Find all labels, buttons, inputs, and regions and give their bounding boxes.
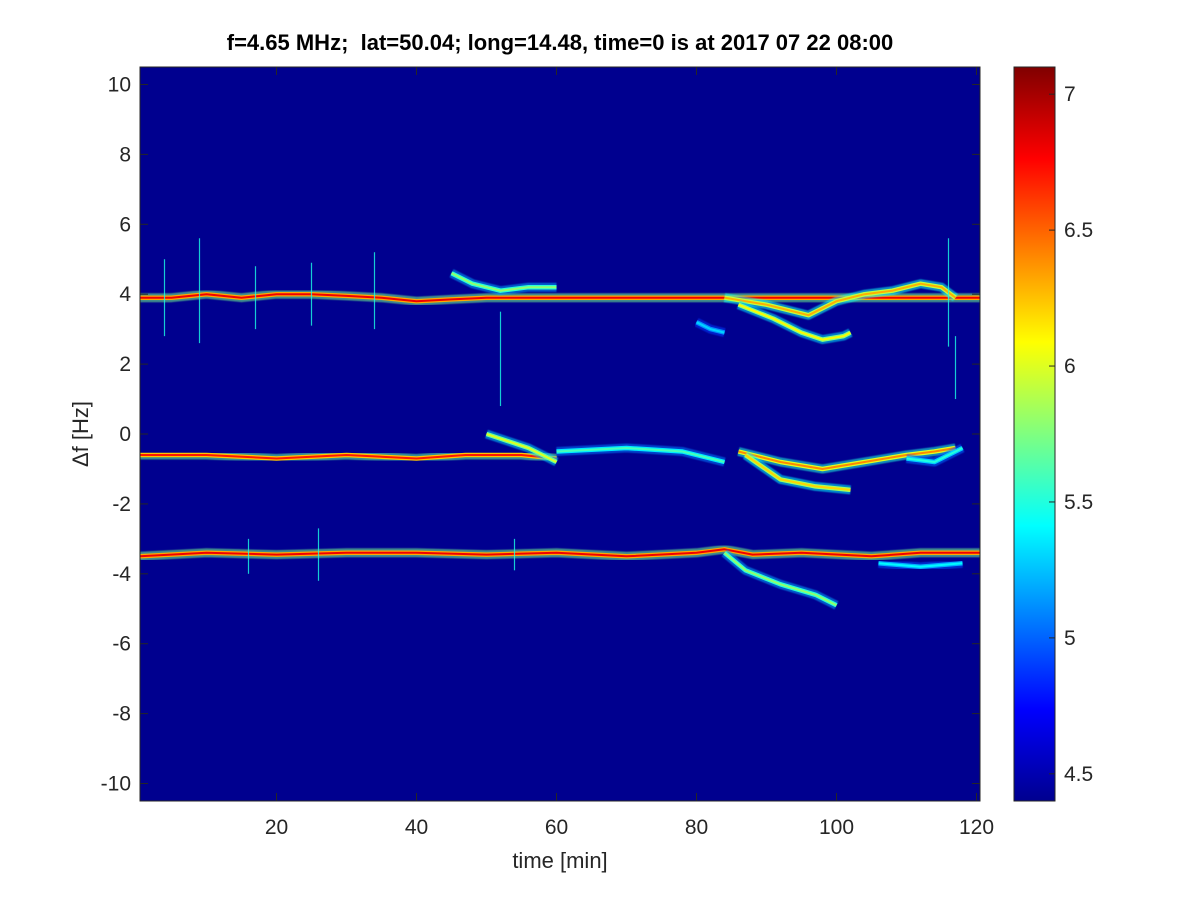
trace-11	[139, 544, 980, 561]
x-tick-label: 120	[959, 816, 994, 839]
y-tick-label: -2	[112, 493, 131, 516]
colorbar-tick-label: 5	[1064, 627, 1076, 650]
x-tick-label: 60	[545, 816, 568, 839]
trace-13	[878, 558, 963, 572]
colorbar-tick-label: 7	[1064, 83, 1076, 106]
trace-core	[451, 272, 557, 292]
x-tick-label: 40	[405, 816, 428, 839]
colorbar-tick-label: 5.5	[1064, 491, 1093, 514]
trace-core	[906, 447, 963, 463]
x-axis: 20 40 60 80 100 120	[265, 67, 994, 839]
colorbar-axis: 4.5 5 5.5 6 6.5 7	[1049, 83, 1093, 786]
trace-core	[723, 552, 837, 607]
y-tick-label: -4	[112, 563, 131, 586]
y-tick-label: 0	[119, 423, 131, 446]
plot-area	[140, 67, 980, 801]
y-axis: 10 8 6 4 2 0 -2 -4 -6 -8 -10	[101, 73, 980, 796]
trace-core	[696, 321, 725, 334]
trace-core	[738, 447, 956, 470]
trace-7	[556, 443, 726, 467]
y-tick-label: -6	[112, 633, 131, 656]
colorbar-tick-label: 6.5	[1064, 219, 1093, 242]
y-tick-label: 4	[119, 283, 131, 306]
trace-1	[449, 269, 557, 296]
trace-4	[694, 318, 726, 337]
chart-title: f=4.65 MHz; lat=50.04; long=14.48, time=…	[226, 30, 894, 55]
trace-5	[140, 450, 557, 463]
trace-core	[724, 282, 957, 317]
trace-8	[737, 443, 957, 474]
colorbar	[1013, 66, 1056, 802]
x-tick-label: 20	[265, 816, 288, 839]
y-axis-label: Δf [Hz]	[68, 401, 93, 467]
x-tick-label: 100	[819, 816, 854, 839]
trace-6	[485, 429, 559, 467]
trace-2	[723, 279, 959, 320]
trace-9	[742, 451, 851, 495]
trace-core	[738, 303, 851, 341]
trace-core	[139, 548, 980, 558]
trace-10	[905, 443, 965, 467]
trace-core	[556, 447, 725, 463]
trace-3	[736, 300, 853, 345]
colorbar-tick-label: 6	[1064, 355, 1076, 378]
trace-core	[744, 454, 851, 491]
x-tick-label: 80	[685, 816, 708, 839]
y-tick-label: -10	[101, 773, 131, 796]
colorbar-tick-label: 4.5	[1064, 763, 1093, 786]
y-tick-label: 10	[108, 73, 131, 96]
trace-core	[486, 433, 557, 463]
trace-core	[140, 293, 980, 303]
spectrogram-traces	[139, 238, 980, 610]
y-tick-label: 2	[119, 353, 131, 376]
y-tick-label: -8	[112, 703, 131, 726]
trace-12	[721, 549, 839, 610]
trace-0	[140, 289, 980, 306]
x-axis-label: time [min]	[512, 848, 607, 873]
y-tick-label: 6	[119, 213, 131, 236]
y-tick-label: 8	[119, 143, 131, 166]
trace-core	[140, 454, 557, 460]
trace-core	[878, 562, 963, 568]
